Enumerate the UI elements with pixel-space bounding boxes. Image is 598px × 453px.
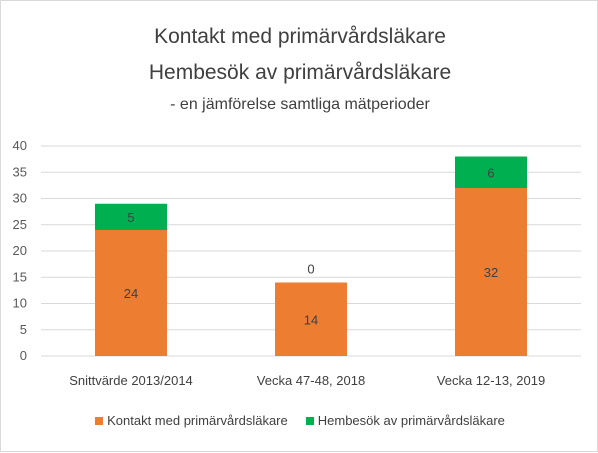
data-label: 24 — [124, 286, 138, 301]
y-tick-label: 15 — [13, 269, 27, 284]
legend-item-hembesok: Hembesök av primärvårdsläkare — [305, 413, 505, 428]
bar-kontakt — [95, 230, 167, 356]
x-tick-label: Vecka 47-48, 2018 — [257, 373, 365, 388]
bar-hembesok — [95, 203, 167, 230]
y-tick-label: 0 — [20, 348, 27, 363]
y-tick-label: 10 — [13, 296, 27, 311]
legend-swatch-kontakt — [95, 416, 104, 425]
y-tick-label: 30 — [13, 191, 27, 206]
legend: Kontakt med primärvårdsläkare Hembesök a… — [1, 413, 598, 428]
legend-label-hembesok: Hembesök av primärvårdsläkare — [317, 413, 505, 428]
bar-kontakt — [455, 188, 527, 356]
chart-title: Kontakt med primärvårdsläkare — [154, 25, 446, 48]
bar-kontakt — [275, 282, 347, 356]
data-label: 32 — [484, 265, 498, 280]
x-tick-label: Vecka 12-13, 2019 — [437, 373, 545, 388]
y-tick-label: 35 — [13, 164, 27, 179]
y-tick-label: 5 — [20, 322, 27, 337]
data-label: 6 — [487, 165, 494, 180]
y-tick-label: 20 — [13, 243, 27, 258]
legend-swatch-hembesok — [305, 416, 314, 425]
y-tick-label: 40 — [13, 138, 27, 153]
chart-subtitle-2: - en jämförelse samtliga mätperioder — [170, 96, 430, 113]
chart-subtitle: Hembesök av primärvårdsläkare — [148, 61, 452, 84]
legend-label-kontakt: Kontakt med primärvårdsläkare — [107, 413, 288, 428]
legend-item-kontakt: Kontakt med primärvårdsläkare — [95, 413, 288, 428]
bar-hembesok — [455, 156, 527, 188]
y-tick-label: 25 — [13, 217, 27, 232]
data-label: 5 — [127, 210, 134, 225]
data-label: 14 — [304, 312, 318, 327]
x-tick-label: Snittvärde 2013/2014 — [69, 373, 193, 388]
data-label: 0 — [307, 262, 314, 277]
